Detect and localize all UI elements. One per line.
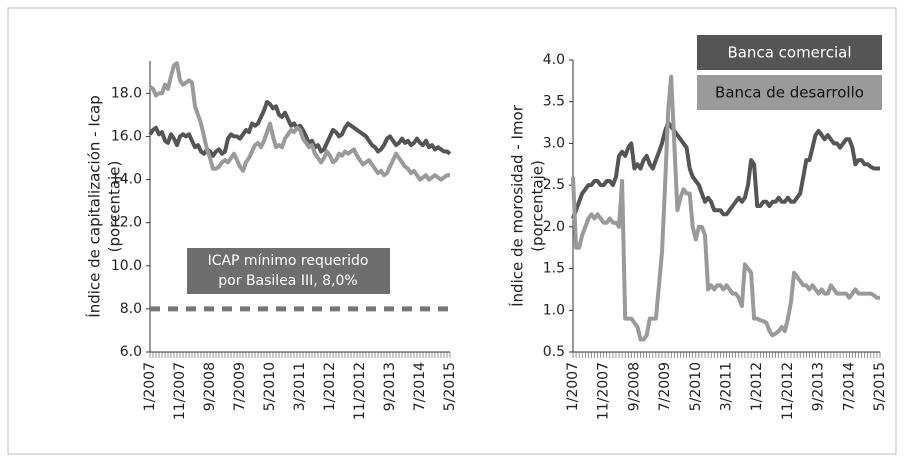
y-tick-label: 2.5	[543, 177, 565, 193]
series-line	[571, 120, 880, 220]
y-tick-label: 6.0	[120, 344, 142, 360]
legend-label: Banca comercial	[727, 44, 851, 62]
x-tick-label: 1/2007	[142, 362, 158, 411]
frame	[7, 7, 897, 455]
x-tick-label: 11/2007	[172, 362, 188, 420]
series-line	[148, 61, 450, 182]
legend-swatch	[697, 35, 882, 70]
y-axis-label: (porcentaje)	[106, 161, 124, 253]
x-tick-label: 5/2015	[442, 362, 458, 411]
x-tick-label: 11/2012	[780, 362, 796, 420]
y-tick-label: 4.0	[543, 52, 565, 68]
series-line	[571, 74, 880, 342]
y-axis-label: Índice de morosidad - Imor	[508, 104, 527, 307]
x-tick-label: 5/2015	[872, 362, 888, 411]
y-tick-label: 8.0	[120, 301, 142, 317]
annotation-text: ICAP mínimo requerido	[208, 253, 369, 269]
y-tick-label: 2.0	[543, 219, 565, 235]
x-tick-label: 11/2007	[596, 362, 612, 420]
legend-swatch	[697, 75, 882, 110]
series-line	[148, 100, 452, 158]
x-tick-label: 1/2007	[565, 362, 581, 411]
x-tick-label: 9/2008	[202, 362, 218, 411]
y-axis-label: Índice de capitalización - Icap	[85, 95, 104, 317]
x-tick-label: 3/2011	[292, 362, 308, 411]
y-tick-label: 1.5	[543, 261, 565, 277]
x-tick-label: 3/2011	[719, 362, 735, 411]
x-tick-label: 7/2009	[657, 362, 673, 411]
y-tick-label: 14.0	[111, 172, 142, 188]
x-tick-label: 7/2009	[232, 362, 248, 411]
y-tick-label: 10.0	[111, 258, 142, 274]
x-tick-label: 11/2012	[352, 362, 368, 420]
x-tick-label: 9/2008	[626, 362, 642, 411]
y-tick-label: 12.0	[111, 215, 142, 231]
annotation-text: por Basilea III, 8,0%	[218, 273, 357, 289]
y-tick-label: 18.0	[111, 85, 142, 101]
annotation-box	[187, 248, 390, 294]
x-tick-label: 1/2012	[749, 362, 765, 411]
legend-label: Banca de desarrollo	[715, 84, 864, 102]
y-tick-label: 16.0	[111, 128, 142, 144]
y-axis-label: (porcentaje)	[529, 160, 547, 252]
x-tick-label: 9/2013	[382, 362, 398, 411]
y-tick-label: 3.5	[543, 94, 565, 110]
y-tick-label: 1.0	[543, 302, 565, 318]
x-tick-label: 7/2014	[841, 362, 857, 411]
x-tick-label: 5/2010	[688, 362, 704, 411]
x-tick-label: 9/2013	[811, 362, 827, 411]
x-tick-label: 5/2010	[262, 362, 278, 411]
y-tick-label: 0.5	[543, 344, 565, 360]
x-tick-label: 7/2014	[412, 362, 428, 411]
y-tick-label: 3.0	[543, 135, 565, 151]
x-tick-label: 1/2012	[322, 362, 338, 411]
